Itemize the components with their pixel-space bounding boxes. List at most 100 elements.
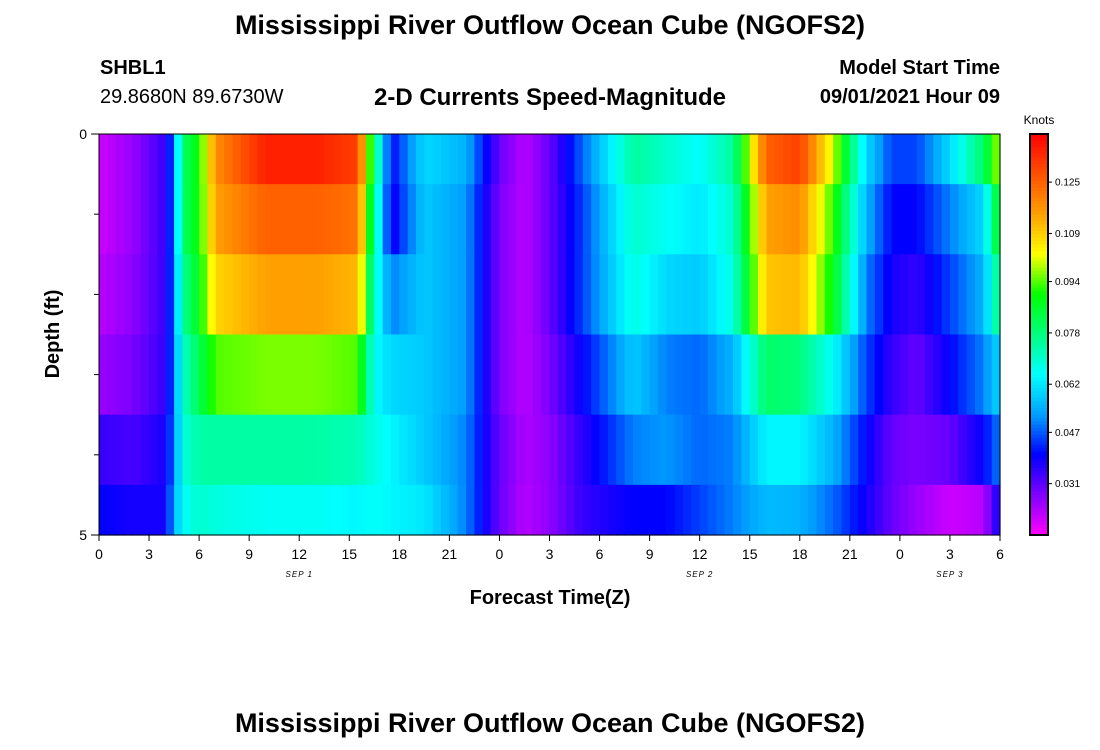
heatmap-cell	[332, 134, 342, 185]
heatmap-cell	[833, 254, 843, 336]
heatmap-cell	[424, 184, 434, 255]
heatmap-cell	[582, 134, 592, 185]
heatmap-cell	[741, 254, 751, 336]
heatmap-cell	[416, 414, 425, 486]
heatmap-cell	[866, 134, 876, 185]
heatmap-cell	[115, 184, 125, 255]
x-day-label: SEP 2	[686, 570, 713, 579]
heatmap-cell	[149, 334, 158, 416]
heatmap-cell	[974, 184, 984, 255]
heatmap-cell	[249, 184, 259, 255]
heatmap-cell	[390, 484, 400, 536]
heatmap-cell	[699, 484, 709, 536]
heatmap-cell	[324, 134, 334, 185]
colorbar-swatch	[1030, 341, 1048, 346]
colorbar-swatch	[1030, 271, 1048, 275]
colorbar-swatch	[1030, 331, 1048, 336]
heatmap-cell	[983, 334, 993, 416]
heatmap-cell	[816, 334, 826, 416]
colorbar-swatch	[1030, 197, 1048, 202]
heatmap-cell	[299, 484, 309, 536]
heatmap-cell	[115, 334, 125, 416]
heatmap-cell	[791, 134, 801, 185]
colorbar-swatch	[1030, 367, 1048, 372]
heatmap-cell	[632, 184, 642, 255]
heatmap-cell	[841, 334, 851, 416]
heatmap-cell	[407, 414, 417, 486]
heatmap-cell	[607, 414, 617, 486]
colorbar-swatch	[1030, 167, 1048, 172]
heatmap-cell	[416, 184, 425, 255]
heatmap-cell	[549, 484, 559, 536]
colorbar-tick-label: 0.125	[1055, 178, 1080, 189]
heatmap-cell	[282, 334, 292, 416]
heatmap-cell	[466, 484, 476, 536]
heatmap-cell	[357, 414, 367, 486]
colorbar-tick-label: 0.078	[1055, 328, 1080, 339]
heatmap-cell	[624, 414, 634, 486]
colorbar-swatch	[1030, 150, 1048, 155]
heatmap-cell	[416, 484, 425, 536]
heatmap-cell	[966, 484, 976, 536]
heatmap-cell	[866, 484, 876, 536]
heatmap-cell	[274, 484, 284, 536]
heatmap-cell	[733, 254, 742, 336]
heatmap-cell	[474, 484, 484, 536]
heatmap-cell	[557, 134, 567, 185]
heatmap-cell	[299, 184, 309, 255]
heatmap-cell	[657, 484, 667, 536]
heatmap-cell	[365, 334, 375, 416]
heatmap-cell	[682, 414, 692, 486]
heatmap-cell	[499, 334, 509, 416]
heatmap-cell	[132, 134, 142, 185]
heatmap-cell	[265, 184, 275, 255]
colorbar-swatch	[1030, 488, 1048, 493]
colorbar-swatch	[1030, 147, 1048, 152]
colorbar-swatch	[1030, 301, 1048, 306]
heatmap-cell	[382, 334, 392, 416]
colorbar-swatch	[1030, 304, 1048, 309]
heatmap-cell	[858, 134, 868, 185]
heatmap-cell	[107, 184, 117, 255]
colorbar-swatch	[1030, 441, 1048, 446]
heatmap-cell	[474, 254, 484, 336]
colorbar-swatch	[1030, 391, 1048, 396]
colorbar-tick-label: 0.109	[1055, 229, 1080, 240]
colorbar-swatch	[1030, 291, 1048, 295]
heatmap-cell	[591, 184, 601, 255]
heatmap-cell	[307, 254, 317, 336]
heatmap-cell	[758, 184, 767, 255]
heatmap-cell	[816, 134, 826, 185]
heatmap-cell	[232, 414, 242, 486]
heatmap-cell	[974, 134, 984, 185]
heatmap-cell	[349, 414, 359, 486]
heatmap-cell	[908, 414, 918, 486]
heatmap-cell	[724, 184, 734, 255]
heatmap-cell	[749, 484, 759, 536]
heatmap-cell	[115, 484, 125, 536]
heatmap-cell	[357, 254, 367, 336]
colorbar-swatch	[1030, 448, 1048, 453]
heatmap-cell	[591, 414, 601, 486]
heatmap-cell	[574, 484, 584, 536]
heatmap-cell	[541, 184, 551, 255]
heatmap-cell	[282, 134, 292, 185]
heatmap-cell	[349, 184, 359, 255]
heatmap-cell	[499, 134, 509, 185]
colorbar-swatch	[1030, 164, 1048, 169]
heatmap-cell	[349, 254, 359, 336]
colorbar-tick-label: 0.031	[1055, 479, 1080, 490]
heatmap-cell	[699, 184, 709, 255]
heatmap-cell	[507, 484, 517, 536]
colorbar-swatch	[1030, 247, 1048, 252]
colorbar-swatch	[1030, 431, 1048, 436]
heatmap-cell	[607, 334, 617, 416]
heatmap-cell	[182, 134, 192, 185]
heatmap-cell	[516, 254, 526, 336]
heatmap-cell	[682, 334, 692, 416]
heatmap-cell	[199, 254, 209, 336]
heatmap-cell	[582, 184, 592, 255]
heatmap-cell	[474, 134, 484, 185]
heatmap-cell	[432, 134, 442, 185]
heatmap-cell	[991, 134, 1001, 185]
